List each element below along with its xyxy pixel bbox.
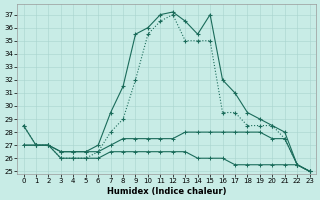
X-axis label: Humidex (Indice chaleur): Humidex (Indice chaleur) [107, 187, 226, 196]
